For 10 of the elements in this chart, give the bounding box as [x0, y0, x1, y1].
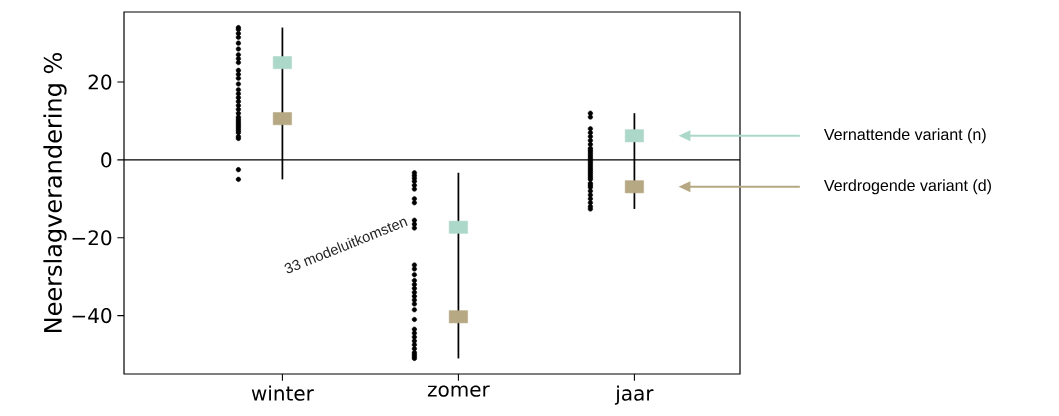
y-tick-label: −40 [72, 308, 112, 324]
y-axis-title: Neerslagverandering % [43, 53, 67, 332]
x-tick-label: winter [251, 385, 314, 401]
x-tick-label: zomer [427, 385, 490, 397]
x-tick-label: jaar [614, 385, 654, 405]
text: Verdrogende variant (d) [823, 179, 991, 195]
text: Vernattende variant (n) [823, 128, 986, 144]
y-tick-label: 20 [88, 74, 112, 90]
y-tick-label: −20 [72, 230, 112, 246]
y-tick-label: 0 [101, 152, 112, 168]
